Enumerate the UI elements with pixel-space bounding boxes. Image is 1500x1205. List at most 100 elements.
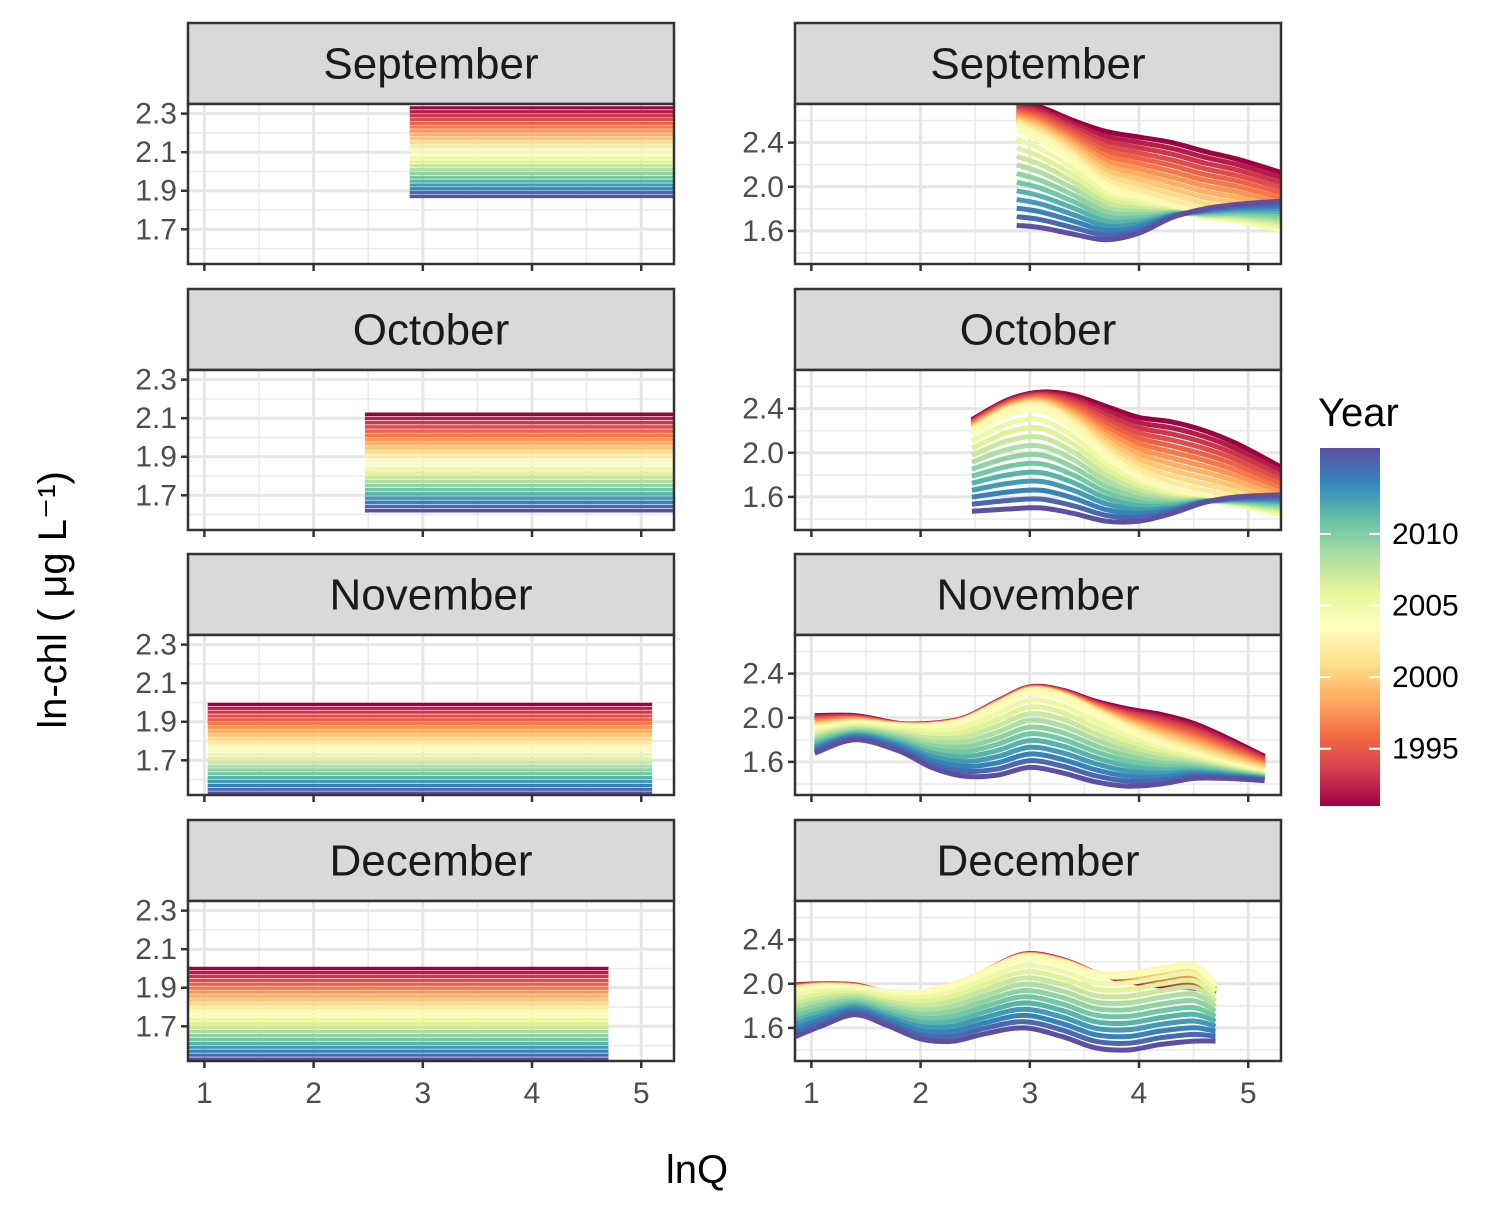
y-tick-label: 1.7 xyxy=(135,1010,177,1043)
strip-background xyxy=(186,287,676,372)
panel-border xyxy=(793,102,1283,266)
y-tick-label: 1.6 xyxy=(742,481,784,514)
strip-label: December xyxy=(330,837,533,886)
panel-border xyxy=(186,899,676,1063)
strip-label: October xyxy=(960,306,1117,355)
series-lines xyxy=(207,702,653,795)
y-tick-label: 1.6 xyxy=(742,746,784,779)
legend-tick-label: 2000 xyxy=(1392,661,1459,694)
legend-tick-label: 2005 xyxy=(1392,590,1459,623)
x-tick-label: 4 xyxy=(524,1077,541,1110)
y-tick-label: 1.7 xyxy=(135,479,177,512)
year-line xyxy=(813,737,1265,789)
x-tick-label: 1 xyxy=(196,1077,213,1110)
strip-label: November xyxy=(330,571,533,620)
x-tick-label: 5 xyxy=(633,1077,650,1110)
panel-left-december: December 1.7 1.9 2.1 2.3 1 2 3 4 5 xyxy=(135,818,676,1110)
color-legend: Year 1995 2000 2005 2010 xyxy=(1318,391,1459,806)
panel-right-october: October 1.6 2.0 2.4 xyxy=(742,287,1283,537)
y-tick-label: 1.6 xyxy=(742,215,784,248)
x-tick-label: 2 xyxy=(305,1077,322,1110)
y-tick-label: 2.0 xyxy=(742,437,784,470)
y-tick-label: 1.9 xyxy=(135,972,177,1005)
panel-border xyxy=(186,368,676,532)
y-tick-label: 2.4 xyxy=(742,127,784,160)
y-tick-label: 2.1 xyxy=(135,136,177,169)
strip-label: September xyxy=(323,40,538,89)
year-line xyxy=(1016,105,1281,186)
x-tick-label: 2 xyxy=(912,1077,929,1110)
y-tick-label: 2.0 xyxy=(742,171,784,204)
year-line xyxy=(1016,104,1281,175)
series-lines xyxy=(795,951,1218,1053)
panel-border xyxy=(186,633,676,797)
y-tick-label: 2.4 xyxy=(742,658,784,691)
series-lines xyxy=(1015,104,1281,243)
panel-left-october: October 1.7 1.9 2.1 2.3 xyxy=(135,287,676,537)
x-tick-label: 5 xyxy=(1240,1077,1257,1110)
strip-label: September xyxy=(930,40,1145,89)
year-line xyxy=(1016,111,1281,201)
y-tick-label: 2.3 xyxy=(135,98,177,131)
series-lines xyxy=(813,683,1266,789)
strip-label: December xyxy=(937,837,1140,886)
strip-background xyxy=(793,287,1283,372)
y-tick-label: 2.0 xyxy=(742,968,784,1001)
y-tick-label: 1.7 xyxy=(135,744,177,777)
panel-border xyxy=(793,899,1283,1063)
strip-background xyxy=(793,818,1283,903)
legend-tick-label: 1995 xyxy=(1392,733,1459,766)
panel-border xyxy=(186,102,676,266)
y-tick-label: 1.6 xyxy=(742,1012,784,1045)
strip-background xyxy=(186,21,676,106)
y-tick-label: 1.9 xyxy=(135,175,177,208)
legend-title: Year xyxy=(1318,391,1399,435)
y-tick-label: 2.1 xyxy=(135,402,177,435)
y-tick-label: 2.4 xyxy=(742,924,784,957)
year-line xyxy=(971,492,1281,525)
series-lines xyxy=(970,389,1281,525)
panels: September 1.7 1.9 2.1 2.3 October 1.7 1.9 2.1 2.3… xyxy=(135,21,1283,1110)
legend-ticks: 1995 2000 2005 2010 xyxy=(1320,518,1459,766)
x-tick-label: 3 xyxy=(1021,1077,1038,1110)
year-line xyxy=(1016,104,1281,180)
x-axis-title: lnQ xyxy=(666,1148,728,1192)
strip-label: November xyxy=(937,571,1140,620)
y-tick-label: 2.4 xyxy=(742,393,784,426)
strip-background xyxy=(186,552,676,637)
legend-tick-label: 2010 xyxy=(1392,518,1459,551)
x-tick-label: 3 xyxy=(414,1077,431,1110)
legend-colorbar xyxy=(1320,448,1380,806)
y-tick-label: 1.9 xyxy=(135,706,177,739)
panel-border xyxy=(793,368,1283,532)
y-tick-label: 2.3 xyxy=(135,629,177,662)
y-tick-label: 1.7 xyxy=(135,213,177,246)
strip-background xyxy=(793,552,1283,637)
panel-right-november: November 1.6 2.0 2.4 xyxy=(742,552,1283,802)
y-tick-label: 2.3 xyxy=(135,364,177,397)
year-line xyxy=(1016,107,1281,191)
panel-right-december: December 1.6 2.0 2.4 1 2 3 4 5 xyxy=(742,818,1283,1110)
strip-background xyxy=(793,21,1283,106)
panel-left-november: November 1.7 1.9 2.1 2.3 xyxy=(135,552,676,802)
x-tick-label: 4 xyxy=(1131,1077,1148,1110)
y-tick-label: 2.0 xyxy=(742,702,784,735)
series-lines xyxy=(364,412,674,513)
strip-label: October xyxy=(353,306,510,355)
panel-border xyxy=(793,633,1283,797)
y-tick-label: 2.3 xyxy=(135,895,177,928)
year-line xyxy=(1016,198,1281,243)
y-tick-label: 1.9 xyxy=(135,441,177,474)
series-lines xyxy=(188,966,609,1061)
year-line xyxy=(795,1012,1216,1053)
series-lines xyxy=(409,106,674,199)
x-tick-label: 1 xyxy=(803,1077,820,1110)
y-axis-title: ln-chl ( μg L⁻¹) xyxy=(31,471,75,729)
panel-right-september: September 1.6 2.0 2.4 xyxy=(742,21,1283,271)
y-tick-label: 2.1 xyxy=(135,933,177,966)
year-line xyxy=(1016,109,1281,196)
panel-left-september: September 1.7 1.9 2.1 2.3 xyxy=(135,21,676,271)
y-tick-label: 2.1 xyxy=(135,667,177,700)
